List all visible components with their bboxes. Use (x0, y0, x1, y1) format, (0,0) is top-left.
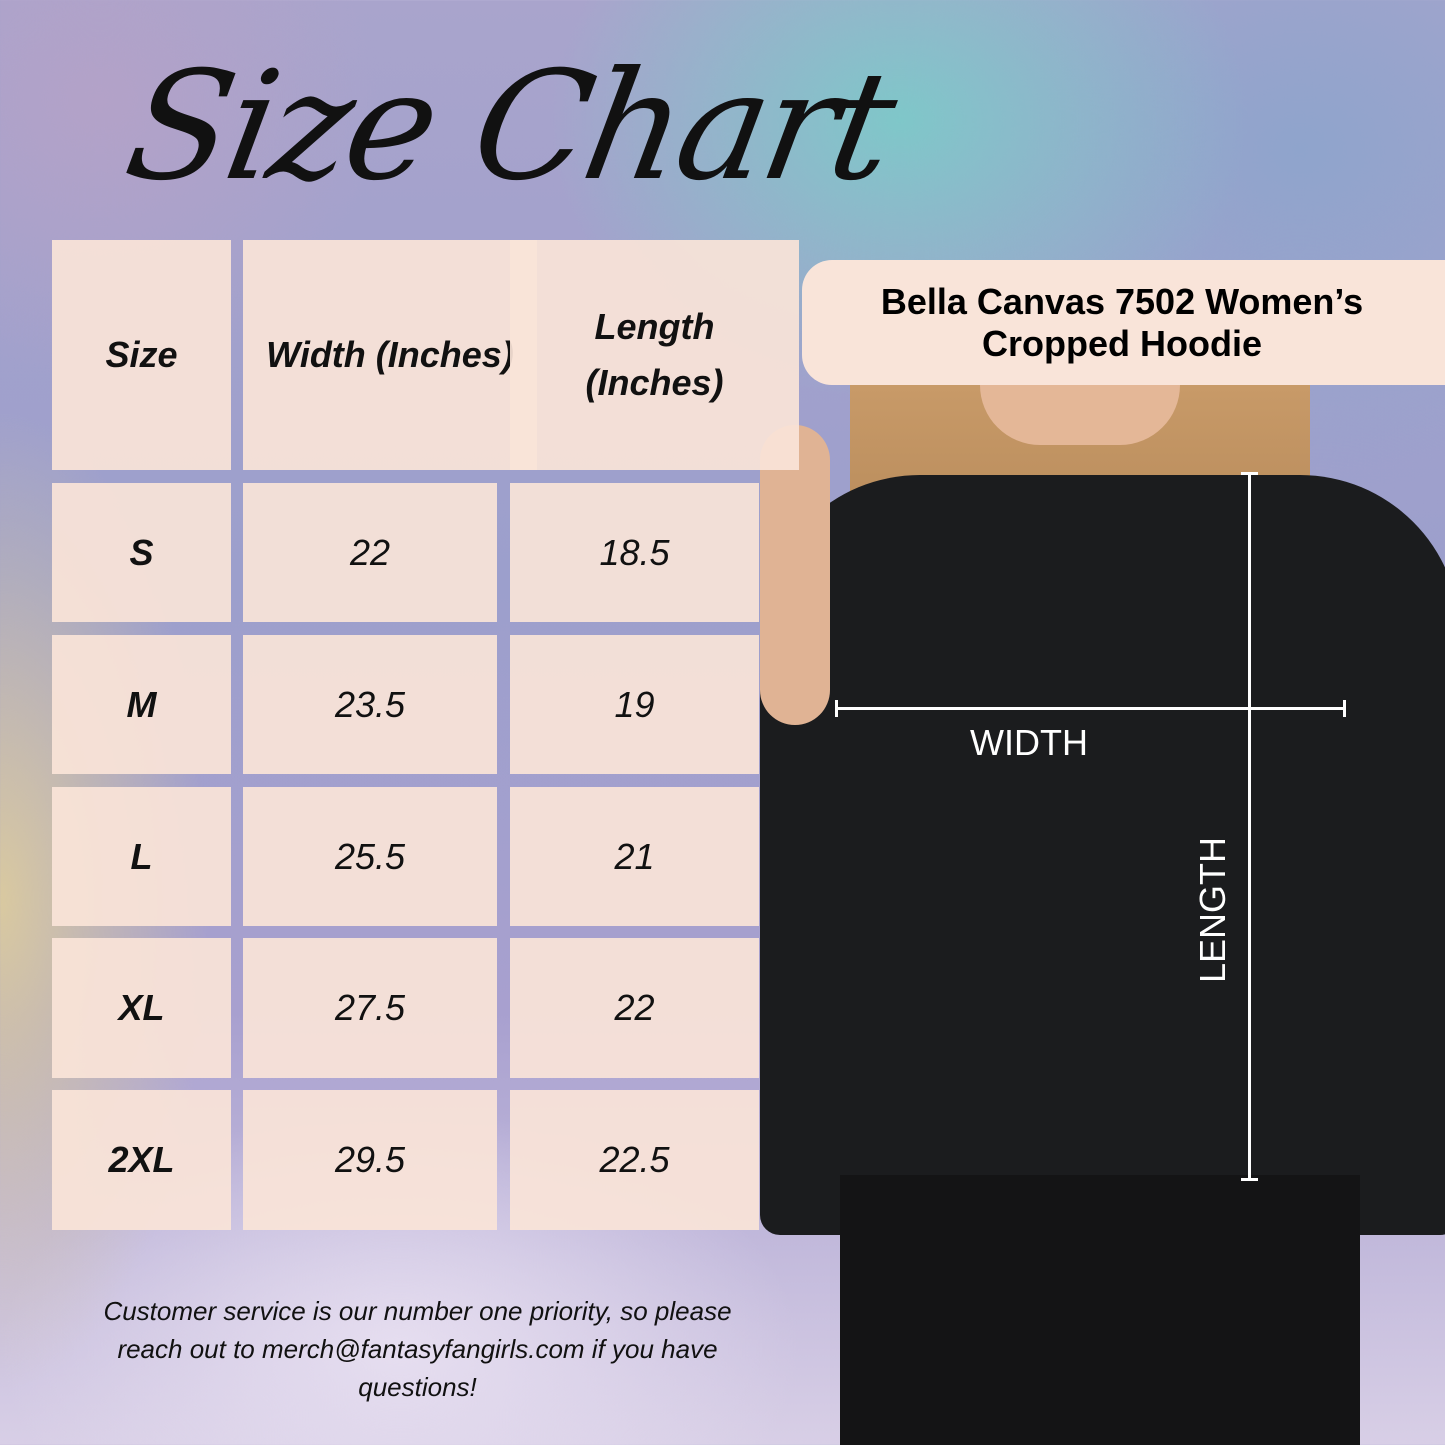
width-label: WIDTH (970, 722, 1088, 763)
column-header: Length (Inches) (510, 240, 799, 470)
width-measure-line (836, 707, 1346, 710)
length-cap-top (1241, 472, 1258, 475)
length-label: LENGTH (1192, 836, 1233, 983)
footer-note: Customer service is our number one prior… (103, 1296, 732, 1402)
table-cell-size: L (52, 787, 231, 926)
product-name: Bella Canvas 7502 Women’s Cropped Hoodie (880, 280, 1364, 364)
hoodie (760, 475, 1445, 1235)
table-cell-size: 2XL (52, 1090, 231, 1230)
table-cell-width: 23.5 (243, 635, 497, 774)
length-cap-bottom (1241, 1178, 1258, 1181)
width-cap-right (1343, 700, 1346, 717)
face (980, 385, 1180, 445)
table-cell-length: 22.5 (510, 1090, 759, 1230)
table-cell-length: 18.5 (510, 483, 759, 622)
length-measure-line (1248, 473, 1251, 1180)
column-header: Width (Inches) (243, 240, 537, 470)
width-cap-left (835, 700, 838, 717)
hoodie-model-photo (680, 385, 1445, 1445)
table-cell-length: 21 (510, 787, 759, 926)
product-header: Bella Canvas 7502 Women’s Cropped Hoodie (802, 260, 1445, 385)
column-header: Size (52, 240, 231, 470)
table-cell-length: 19 (510, 635, 759, 774)
table-cell-width: 22 (243, 483, 497, 622)
table-cell-width: 27.5 (243, 938, 497, 1078)
table-cell-size: S (52, 483, 231, 622)
table-cell-width: 29.5 (243, 1090, 497, 1230)
table-cell-size: M (52, 635, 231, 774)
hand (760, 425, 830, 725)
table-cell-size: XL (52, 938, 231, 1078)
table-cell-width: 25.5 (243, 787, 497, 926)
table-cell-length: 22 (510, 938, 759, 1078)
page-title: Size Chart (114, 40, 905, 214)
pants (840, 1175, 1360, 1445)
